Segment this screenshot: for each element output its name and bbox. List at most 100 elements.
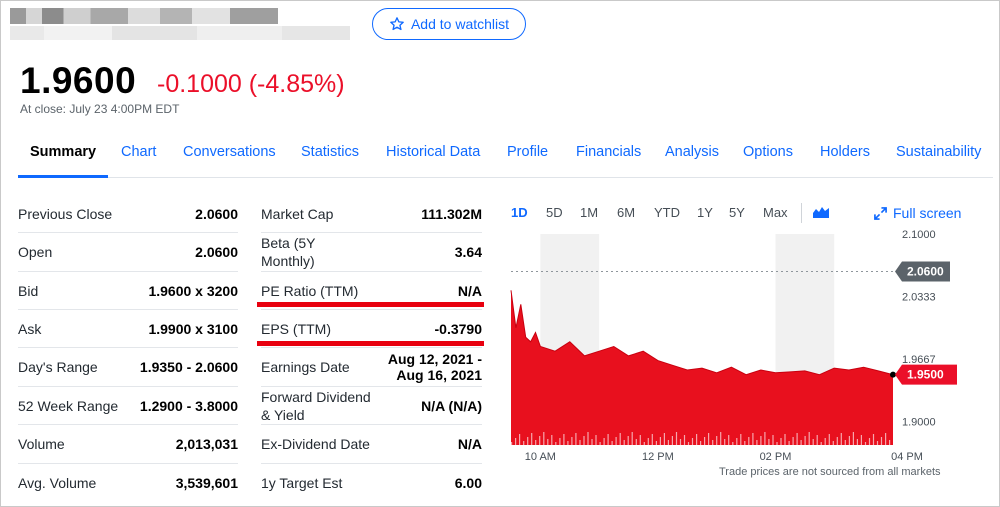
volume-bar <box>683 435 686 445</box>
volume-bar <box>840 433 842 445</box>
volume-bar <box>659 437 661 445</box>
volume-bar <box>539 436 541 445</box>
row-forward-dividend: Forward Dividend & Yield N/A (N/A) <box>261 387 482 425</box>
range-1m[interactable]: 1M <box>580 205 599 220</box>
tab-historical-data[interactable]: Historical Data <box>386 144 481 160</box>
y-tick-label: 1.9667 <box>902 354 936 366</box>
tab-conversations[interactable]: Conversations <box>183 144 276 160</box>
row-label: 52 Week Range <box>18 397 119 414</box>
volume-bar <box>559 438 561 445</box>
volume-bar <box>804 436 806 445</box>
volume-bar <box>792 437 794 445</box>
add-to-watchlist-button[interactable]: Add to watchlist <box>372 8 526 40</box>
volume-bar <box>880 437 883 445</box>
volume-bar <box>643 442 645 445</box>
volume-bar <box>820 442 822 445</box>
volume-bar <box>876 441 879 445</box>
volume-bar <box>623 440 625 445</box>
volume-bar <box>515 438 517 445</box>
range-6m[interactable]: 6M <box>617 205 636 220</box>
row-value: -0.3790 <box>434 320 482 337</box>
close-time: At close: July 23 4:00PM EDT <box>20 102 180 116</box>
row-label: Earnings Date <box>261 359 350 375</box>
volume-bar <box>579 440 581 445</box>
volume-bar <box>764 432 766 445</box>
volume-bar <box>720 432 722 445</box>
volume-bar <box>824 438 826 445</box>
volume-bar <box>627 436 629 445</box>
tab-options[interactable]: Options <box>743 144 793 160</box>
volume-bar <box>708 433 710 445</box>
volume-bar <box>543 432 545 445</box>
tab-summary[interactable]: Summary <box>30 144 97 160</box>
x-tick-label: 02 PM <box>760 451 792 463</box>
row-value: 1.9350 - 2.0600 <box>139 359 238 375</box>
range-5y[interactable]: 5Y <box>729 205 745 220</box>
volume-bar <box>639 435 641 445</box>
row-value: 1.2900 - 3.8000 <box>139 397 238 414</box>
price-line <box>510 290 894 376</box>
expand-icon <box>874 206 887 220</box>
row-label: PE Ratio (TTM) <box>261 282 359 299</box>
volume-bar <box>655 441 657 445</box>
row-label: Day's Range <box>18 359 98 375</box>
volume-bar <box>844 440 846 445</box>
mountain-chart-icon[interactable] <box>813 206 829 218</box>
volume-bar <box>724 439 726 445</box>
row-market-cap: Market Cap 111.302M <box>261 195 482 233</box>
row-label: Avg. Volume <box>18 475 97 491</box>
volume-bar <box>555 442 557 445</box>
full-screen-label: Full screen <box>893 205 962 221</box>
x-tick-label: 10 AM <box>525 451 556 463</box>
row-value: 1.9900 x 3100 <box>148 320 238 337</box>
volume-bar <box>716 436 718 445</box>
tab-analysis[interactable]: Analysis <box>665 144 719 160</box>
row-label: Bid <box>18 282 39 299</box>
volume-bar <box>519 434 521 445</box>
range-5d[interactable]: 5D <box>546 205 563 220</box>
row-label: Forward Dividend & Yield <box>261 388 371 423</box>
volume-bar <box>812 439 814 445</box>
volume-bar <box>712 440 714 445</box>
volume-bar <box>667 440 669 445</box>
volume-bar <box>631 432 633 445</box>
volume-bar <box>551 435 553 445</box>
row-label: Market Cap <box>261 205 334 222</box>
volume-bar <box>816 435 818 445</box>
previous-close-badge <box>895 261 950 282</box>
row-bid: Bid 1.9600 x 3200 <box>18 272 238 310</box>
row-label: 1y Target Est <box>261 475 343 491</box>
tab-statistics[interactable]: Statistics <box>301 144 360 160</box>
row-value: 2.0600 <box>195 244 238 260</box>
range-ytd[interactable]: YTD <box>654 205 680 220</box>
row-value: 6.00 <box>454 475 482 491</box>
range-max[interactable]: Max <box>763 205 788 220</box>
row-label: Volume <box>18 436 65 452</box>
tab-holders[interactable]: Holders <box>820 144 870 160</box>
last-price-label: 1.9500 <box>907 368 944 382</box>
row-value: 1.9600 x 3200 <box>148 282 238 299</box>
row-value: N/A <box>457 282 482 299</box>
row-value: 2.0600 <box>195 205 238 222</box>
volume-bar <box>752 433 754 445</box>
volume-bar <box>615 437 617 445</box>
full-screen-button[interactable]: Full screen <box>874 205 961 221</box>
tab-sustainability[interactable]: Sustainability <box>896 144 982 160</box>
volume-bar <box>567 441 569 445</box>
volume-bar <box>740 434 742 445</box>
range-separator <box>801 203 802 223</box>
range-1d[interactable]: 1D <box>511 205 528 220</box>
volume-bar <box>832 441 834 445</box>
row-value: 3.64 <box>454 244 482 260</box>
tab-chart[interactable]: Chart <box>121 144 157 160</box>
range-1y[interactable]: 1Y <box>697 205 713 220</box>
tab-profile[interactable]: Profile <box>507 144 549 160</box>
volume-bar <box>547 439 549 445</box>
row-value: N/A <box>457 436 482 452</box>
volume-bar <box>523 441 525 445</box>
intraday-price-chart[interactable]: 2.1000 2.0333 1.9667 1.9000 2.0600 1.9500 10 A… <box>505 228 995 483</box>
tab-financials[interactable]: Financials <box>576 144 642 160</box>
quote-nav-tabs: Summary Chart Conversations Statistics H… <box>18 140 993 178</box>
row-days-range: Day's Range 1.9350 - 2.0600 <box>18 348 238 387</box>
row-beta: Beta (5Y Monthly) 3.64 <box>261 233 482 272</box>
